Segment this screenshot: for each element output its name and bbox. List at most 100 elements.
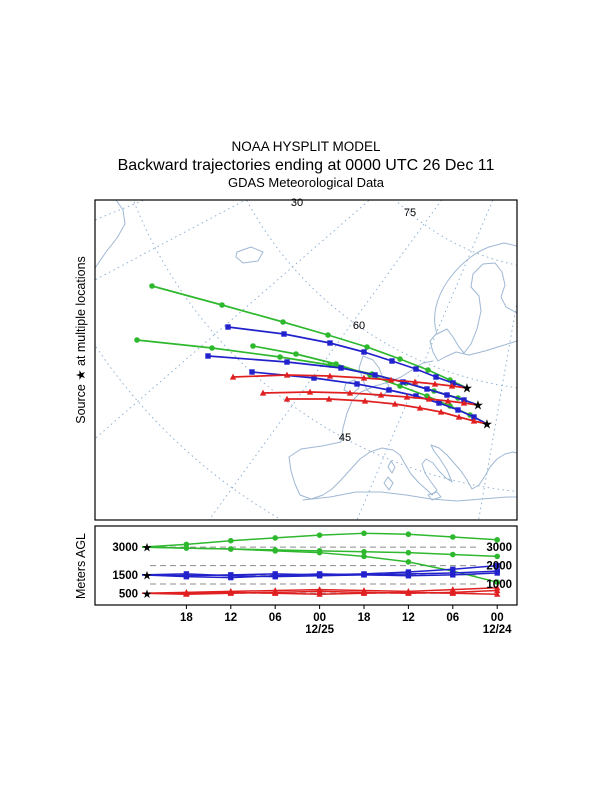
marker-circle-icon: [494, 536, 501, 543]
marker-circle-icon: [228, 546, 234, 552]
marker-square-icon: [413, 366, 419, 372]
time-tick-label: 12: [402, 612, 415, 624]
marker-triangle-icon: [437, 408, 445, 415]
marker-square-icon: [205, 353, 211, 359]
marker-square-icon: [361, 572, 367, 578]
marker-square-icon: [225, 324, 231, 330]
marker-triangle-icon: [346, 389, 354, 396]
marker-circle-icon: [183, 545, 190, 551]
marker-circle-icon: [272, 548, 279, 554]
marker-triangle-icon: [416, 404, 424, 411]
height-panel-border: [94, 525, 518, 606]
marker-circle-icon: [450, 551, 456, 558]
geo-grid-label: 45: [339, 432, 351, 444]
coastline-path: [427, 491, 442, 501]
marker-triangle-icon: [411, 378, 419, 385]
marker-square-icon: [284, 359, 290, 365]
marker-triangle-icon: [229, 373, 237, 380]
marker-circle-icon: [494, 553, 501, 560]
marker-square-icon: [311, 375, 317, 381]
marker-square-icon: [272, 573, 278, 579]
marker-square-icon: [386, 387, 392, 393]
marker-square-icon: [450, 572, 456, 578]
coastline-path: [235, 246, 264, 264]
height-axis-tick-label: 1000: [486, 579, 512, 591]
marker-triangle-icon: [326, 372, 334, 379]
marker-square-icon: [327, 340, 333, 346]
source-star-icon: ★: [142, 568, 153, 582]
graticule-meridian-line: [356, 200, 494, 520]
trajectory-title: Backward trajectories ending at 0000 UTC…: [118, 157, 495, 174]
marker-circle-icon: [405, 559, 412, 565]
map-border: [94, 199, 518, 521]
marker-triangle-icon: [306, 388, 314, 395]
source-height-label: 1500: [112, 570, 138, 582]
time-tick-label: 18: [358, 612, 371, 624]
marker-circle-icon: [361, 553, 367, 560]
marker-circle-icon: [325, 332, 331, 338]
marker-triangle-icon: [325, 395, 333, 402]
coastline-path: [387, 460, 396, 474]
height-axis-tick-label: 2000: [486, 561, 512, 573]
marker-square-icon: [281, 331, 287, 337]
geo-grid-label: 75: [404, 207, 416, 219]
coastline-path: [383, 476, 394, 491]
marker-circle-icon: [277, 354, 283, 360]
coastline-path: [95, 200, 126, 269]
marker-circle-icon: [316, 532, 323, 538]
geo-grid-label: 60: [353, 320, 365, 332]
marker-triangle-icon: [272, 589, 279, 596]
marker-square-icon: [354, 381, 360, 387]
marker-triangle-icon: [377, 391, 385, 398]
map-trajectories: ★ ★ ★: [134, 283, 493, 432]
coastline-path: [288, 360, 517, 500]
height-profile-panel: 3000 ★ 1500 ★ 500 ★ 3000 2000 1000 18 12 06 00 18 12 06…: [112, 530, 512, 636]
marker-square-icon: [372, 372, 378, 378]
graticule-meridian-line: [95, 200, 247, 281]
graticule-meridian-line: [478, 299, 517, 520]
time-tick-label: 00: [313, 612, 326, 624]
coastline-path: [343, 379, 360, 395]
time-tick-label: 06: [446, 612, 459, 624]
marker-circle-icon: [149, 283, 155, 289]
source-star-icon: ★: [142, 587, 153, 601]
marker-triangle-icon: [460, 399, 468, 406]
marker-square-icon: [494, 562, 500, 569]
marker-square-icon: [389, 358, 395, 364]
coastline-path: [358, 355, 390, 397]
marker-triangle-icon: [470, 417, 478, 424]
marker-square-icon: [413, 393, 419, 399]
marker-square-icon: [183, 571, 190, 577]
marker-circle-icon: [219, 302, 225, 308]
marker-triangle-icon: [405, 588, 412, 595]
marker-triangle-icon: [283, 395, 291, 402]
source-star-icon: ★: [142, 541, 153, 555]
source-height-label: 500: [119, 588, 138, 600]
marker-square-icon: [228, 574, 234, 581]
marker-circle-icon: [293, 351, 299, 357]
marker-circle-icon: [494, 579, 501, 586]
time-tick-label: 00: [491, 612, 504, 624]
marker-square-icon: [249, 369, 255, 375]
marker-circle-icon: [405, 531, 412, 538]
marker-square-icon: [450, 566, 456, 572]
marker-triangle-icon: [425, 395, 433, 402]
marker-square-icon: [183, 573, 190, 580]
marker-square-icon: [338, 365, 344, 371]
marker-triangle-icon: [227, 588, 234, 595]
coastline-path: [429, 333, 517, 362]
marker-circle-icon: [333, 361, 339, 367]
marker-triangle-icon: [448, 382, 456, 389]
marker-circle-icon: [272, 535, 279, 541]
marker-triangle-icon: [361, 397, 369, 404]
marker-triangle-icon: [455, 413, 463, 420]
met-data-subtitle: GDAS Meteorological Data: [228, 175, 385, 190]
marker-circle-icon: [397, 356, 403, 362]
marker-triangle-icon: [259, 389, 267, 396]
marker-circle-icon: [364, 344, 370, 350]
marker-circle-icon: [134, 337, 140, 343]
coastline-path: [434, 242, 517, 335]
marker-triangle-icon: [316, 590, 323, 597]
